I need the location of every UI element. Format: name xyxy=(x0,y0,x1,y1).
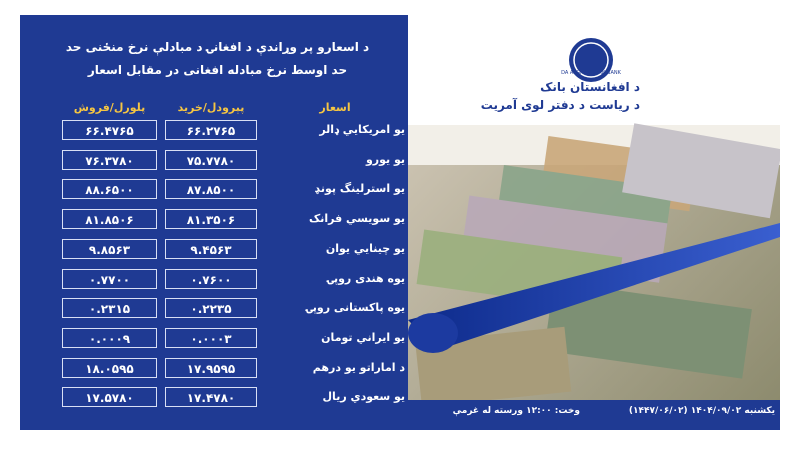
column-header: اسعار xyxy=(319,101,351,114)
buy-rate: ۸۷.۸۵۰۰ xyxy=(165,179,257,200)
logo-text: DA AFGHANISTAN BANK xyxy=(561,70,621,76)
currency-name: يو سويسي فرانک xyxy=(308,212,405,226)
sell-rate: ۰.۰۰۰۹ xyxy=(62,327,157,348)
buy-rate: ۹.۴۵۶۳ xyxy=(165,238,257,259)
sell-rate: ۶۶.۴۷۶۵ xyxy=(62,120,157,140)
sell-rate: ۹.۸۵۶۳ xyxy=(62,238,157,259)
column-header: پلورل/فروش xyxy=(73,101,146,114)
buy-rate: ۶۶.۲۷۶۵ xyxy=(165,120,257,140)
currency-name: يو يورو xyxy=(365,152,405,166)
date: يکشنبه ۱۴۰۴/۰۹/۰۲ (۱۴۴۷/۰۶/۰۲) xyxy=(628,406,775,416)
footer-bar xyxy=(408,400,780,430)
time: وخت: ۱۲:۰۰ ورسته له غرمې xyxy=(452,406,580,416)
bank-name: د افغانستان بانک xyxy=(540,80,640,94)
buy-rate: ۰.۰۰۰۳ xyxy=(165,327,257,348)
column-header: پېرودل/خريد xyxy=(177,101,245,114)
currency-name: يو چينايي يوان xyxy=(325,241,405,255)
buy-rate: ۱۷.۴۷۸۰ xyxy=(165,387,257,408)
sell-rate: ۸۸.۶۵۰۰ xyxy=(62,179,157,200)
sell-rate: ۱۷.۵۷۸۰ xyxy=(62,387,157,408)
currency-name: يو امريکايي ډالر xyxy=(319,123,405,136)
currency-name: يو ايراني تومان xyxy=(321,330,405,344)
currency-name: يوه پاکستانی روپۍ xyxy=(306,301,405,315)
buy-rate: ۸۱.۳۵۰۶ xyxy=(165,209,257,230)
currency-image xyxy=(408,15,780,400)
sell-rate: ۱۸.۰۵۹۵ xyxy=(62,357,157,378)
buy-rate: ۷۵.۷۷۸۰ xyxy=(165,149,257,170)
currency-name: د اماراتو يو درهم xyxy=(312,360,405,374)
buy-rate: ۱۷.۹۵۹۵ xyxy=(165,357,257,378)
sell-rate: ۰.۲۳۱۵ xyxy=(62,298,157,319)
sell-rate: ۸۱.۸۵۰۶ xyxy=(62,209,157,230)
buy-rate: ۰.۲۲۳۵ xyxy=(165,298,257,319)
bank-department: د رياست د دفتر لوی آمريت xyxy=(480,98,640,112)
title: د اسعارو پر وړاندې د افغانۍ د مبادلې نرخ… xyxy=(65,40,370,54)
currency-name: يو سعودي ريال xyxy=(322,390,405,404)
currency-name: يوه هندی روپۍ xyxy=(327,271,405,285)
currency-name: يو استرلينگ پونډ xyxy=(314,182,406,196)
sell-rate: ۷۶.۳۷۸۰ xyxy=(62,149,157,170)
sell-rate: ۰.۷۷۰۰ xyxy=(62,268,157,289)
buy-rate: ۰.۷۶۰۰ xyxy=(165,268,257,289)
subtitle: حد اوسط نرخ مبادله افغانی در مقابل اسعار xyxy=(87,63,348,77)
